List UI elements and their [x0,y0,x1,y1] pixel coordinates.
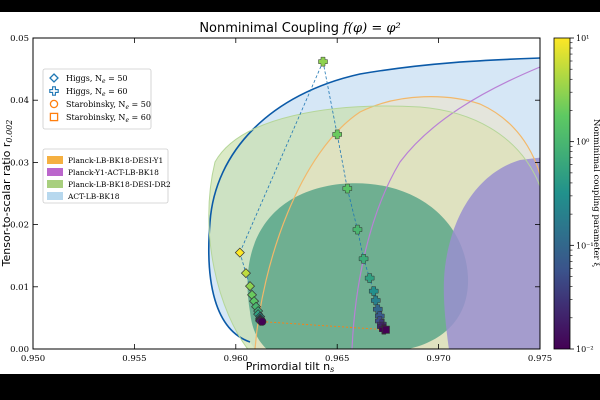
colorbar-tick-label: 10⁰ [576,138,589,147]
x-tick-label: 0.950 [21,354,45,364]
data-point-plus [358,254,369,264]
legend-swatch [47,192,63,200]
x-tick-label: 0.960 [224,354,248,364]
legend-contour-label: ACT-LB-BK18 [67,192,120,201]
x-tick-label: 0.975 [528,354,552,364]
legend-model-item: Higgs, Ne = 50 [49,73,128,85]
colorbar-label: Nonminimal coupling parameter ξ [591,119,600,267]
data-point-diamond [234,247,245,258]
legend-contour-item: Planck-Y1-ACT-LB-BK18 [47,168,159,177]
legend-contour-item: ACT-LB-BK18 [47,192,120,201]
colorbar-gradient [553,37,571,350]
data-layer [234,56,390,335]
legend-swatch [47,180,63,188]
starobinsky-line [262,321,386,331]
legend-contour-label: Planck-LB-BK18-DESI-Y1 [68,156,163,165]
x-tick-label: 0.970 [426,354,450,364]
legend-contour-item: Planck-LB-BK18-DESI-Y1 [47,156,163,165]
data-point-plus [332,129,342,140]
tick-layer: 0.950 0.955 0.960 0.965 0.970 0.975 0.00 0.01 0.… [10,34,552,364]
chart-title-text: Nonminimal Coupling [199,21,343,36]
legend-contours: Planck-LB-BK18-DESI-Y1 Planck-Y1-ACT-LB-B… [42,148,171,204]
data-point-plus [364,273,375,283]
data-point-diamond [245,281,255,292]
data-point-plus [342,183,353,194]
y-tick-label: 0.00 [10,345,29,355]
contour-planck-y1-act-lb-bk18-outline [351,66,540,349]
colorbar: 10⁻² 10⁻¹ 10⁰ 10¹ Nonminimal coupling param… [553,34,600,354]
data-point-diamond [240,268,251,279]
legend-plus-icon [49,86,59,96]
chart-figure: Nonminimal Coupling f(φ) = φ² 0.950 0.955… [0,21,600,374]
contour-act-lb-bk18-outline [207,57,540,343]
legend-contour-item: Planck-LB-BK18-DESI-DR2 [47,180,171,189]
colorbar-tick-label: 10⁻¹ [576,241,594,250]
x-tick-label: 0.965 [325,354,349,364]
chart-title-formula: f(φ) = φ² [342,21,401,36]
legend-swatch [47,168,63,176]
legend-model-item: Higgs, Ne = 60 [49,86,128,98]
legend-contour-label: Planck-LB-BK18-DESI-DR2 [68,180,171,189]
legend-models: Higgs, Ne = 50 Higgs, Ne = 60 Starobinsky,… [42,68,152,130]
data-point-plus [352,224,363,235]
x-axis-label: Primordial tilt ns [246,360,334,374]
contour-planck-lb-bk18-desi-y1-outline [254,96,540,349]
plot-frame [32,37,541,350]
y-tick-label: 0.04 [10,96,29,106]
legend-model-label: Higgs, Ne = 50 [66,74,128,85]
legend-contour-label: Planck-Y1-ACT-LB-BK18 [68,168,159,177]
contour-planck-lb-bk18-desi-dr2-outline [208,105,540,349]
y-tick-label: 0.02 [10,221,29,231]
legend-swatch [47,156,63,164]
y-axis-label: Tensor-to-scalar ratio r0.002 [0,120,14,268]
legend-model-label: Starobinsky, Ne = 50 [66,100,151,111]
contour-overlap-core-fill [247,183,469,349]
colorbar-tick-label: 10¹ [576,34,589,43]
contour-regions [207,57,540,349]
data-point-plus [368,286,379,296]
data-point-plus [318,56,328,67]
y-tick-label: 0.03 [10,158,29,168]
legend-model-item: Starobinsky, Ne = 50 [49,99,151,111]
data-point-square [381,325,390,334]
legend-model-item: Starobinsky, Ne = 60 [49,112,151,124]
y-tick-label: 0.01 [10,283,29,293]
contour-planck-y1-act-lb-bk18-fill [443,157,540,349]
legend-model-label: Starobinsky, Ne = 60 [66,113,151,124]
legend-circle-icon [49,99,59,109]
chart-title: Nonminimal Coupling f(φ) = φ² [199,21,400,36]
legend-diamond-icon [49,73,59,83]
data-point-circle [257,317,267,326]
colorbar-tick-label: 10⁻² [576,345,594,354]
legend-contours-box [42,148,169,204]
y-tick-label: 0.05 [10,34,29,44]
legend-model-label: Higgs, Ne = 60 [66,87,128,98]
legend-models-box [42,68,152,130]
legend-square-icon [49,112,59,122]
x-tick-label: 0.955 [122,354,146,364]
